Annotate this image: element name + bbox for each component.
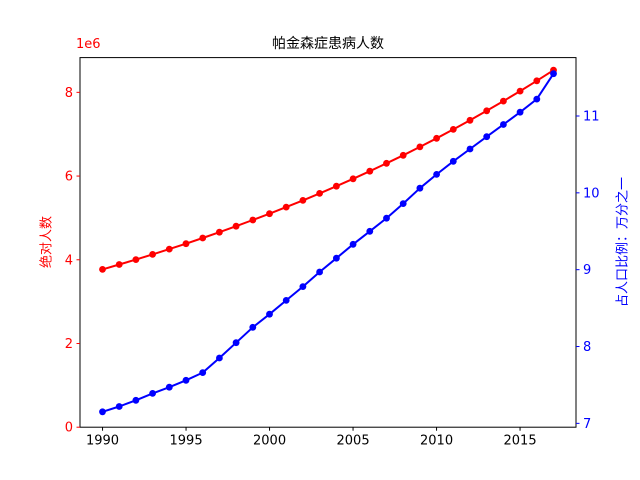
series-1-marker [249,323,257,331]
series-0-marker [316,190,323,197]
series-1-marker [416,184,424,192]
y-right-tick-label: 9 [583,263,591,278]
series-1-marker [199,369,207,376]
y-left-tick-label: 8 [65,86,73,101]
series-1-marker [316,268,323,276]
series-1-marker [99,408,106,416]
series-0-marker [165,245,173,253]
series-0-marker [449,125,457,133]
y-right-tick-label: 7 [583,417,591,432]
series-0-marker [416,143,424,151]
series-1-marker [500,121,507,128]
series-1-marker [266,310,273,318]
series-1-marker [216,354,223,362]
y-left-tick-label: 0 [65,421,73,436]
series-1-marker [399,200,407,208]
series-0-marker [399,151,407,159]
series-1-marker [383,214,390,222]
series-0-marker [366,167,374,175]
series-1-marker [149,390,157,397]
series-1-marker [349,240,357,248]
series-0-marker [232,222,240,230]
x-tick-label: 1995 [170,434,203,449]
series-0-marker [249,216,257,224]
x-tick-label: 1990 [86,434,119,449]
series-0-marker [199,234,207,242]
series-1-marker [533,95,541,103]
series-1-marker [232,339,240,347]
series-0-marker [99,266,106,273]
series-1-marker [550,70,557,78]
x-tick-label: 2005 [337,434,370,449]
y-left-tick-label: 2 [65,337,73,352]
series-1-marker [333,254,340,262]
series-1-marker [366,227,374,235]
x-tick-label: 2000 [253,434,286,449]
series-1-marker [182,376,190,384]
series-0-marker [266,210,273,218]
left-axis-offset-label: 1e6 [76,37,101,52]
series-1-marker [165,383,173,391]
series-0-marker [466,116,474,124]
series-0-marker [349,175,357,183]
series-1-marker [282,297,290,304]
series-0-marker [149,251,157,258]
y-right-tick-label: 8 [583,340,591,355]
series-1-marker [466,145,474,153]
x-tick-label: 2010 [420,434,453,449]
y-left-tick-label: 4 [65,253,73,268]
series-0-marker [115,261,123,268]
y-right-tick-label: 11 [583,109,600,124]
series-0-marker [182,240,190,248]
series-line-0 [102,69,555,271]
series-1-marker [433,171,440,178]
series-0-marker [282,203,290,211]
series-1-marker [115,403,123,410]
series-1-marker [132,396,140,404]
chart-title: 帕金森症患病人数 [272,36,384,52]
series-1-marker [299,283,307,290]
series-1-marker [483,133,491,141]
series-0-marker [533,77,541,85]
series-1-marker [516,108,524,116]
series-0-marker [500,97,507,105]
series-0-marker [333,182,340,190]
series-0-marker [433,134,440,142]
y-right-tick-label: 10 [583,186,600,201]
series-0-marker [132,256,140,263]
x-tick-label: 2015 [504,434,537,449]
series-0-marker [483,107,491,115]
series-0-marker [516,87,524,95]
axes-frame [79,57,577,428]
series-0-marker [299,197,307,204]
series-0-marker [216,228,223,236]
series-line-1 [102,73,555,413]
y-left-tick-label: 6 [65,170,73,185]
series-0-marker [383,159,390,167]
series-1-marker [449,157,457,165]
